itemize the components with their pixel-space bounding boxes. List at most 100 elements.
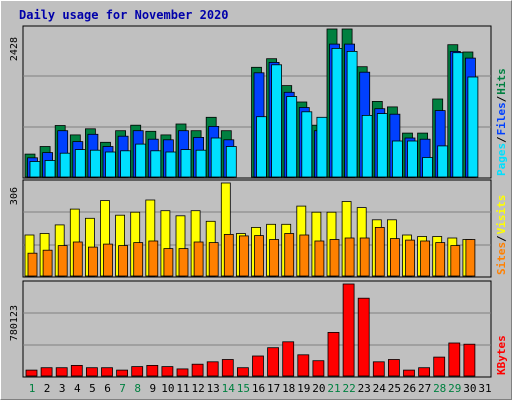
pages-bar-day-29 bbox=[452, 52, 464, 178]
sites-bar-day-1 bbox=[27, 252, 38, 277]
kbytes-bar-day-17 bbox=[267, 347, 280, 377]
pages-bar-day-17 bbox=[271, 64, 283, 178]
sites-bar-day-4 bbox=[72, 241, 83, 277]
sites-bar-day-24 bbox=[374, 226, 385, 277]
legend-separator: / bbox=[495, 136, 508, 143]
x-tick-day-12: 12 bbox=[191, 382, 204, 395]
pages-bar-day-13 bbox=[210, 137, 222, 178]
pages-bar-day-22 bbox=[346, 51, 358, 178]
pages-bar-day-10 bbox=[165, 151, 177, 178]
x-tick-day-17: 17 bbox=[267, 382, 280, 395]
sites-bar-day-30 bbox=[465, 239, 476, 277]
kbytes-bar-day-25 bbox=[387, 359, 400, 377]
sites-bar-day-17 bbox=[269, 239, 280, 277]
kbytes-bar-day-1 bbox=[25, 369, 38, 377]
sites-bar-day-5 bbox=[88, 246, 98, 277]
pages-bar-day-25 bbox=[391, 140, 403, 178]
legend-files: Files bbox=[495, 102, 508, 135]
pages-bar-day-8 bbox=[135, 143, 147, 178]
x-tick-day-18: 18 bbox=[282, 382, 295, 395]
kbytes-bar-day-9 bbox=[146, 364, 159, 377]
x-tick-day-31: 31 bbox=[478, 382, 491, 395]
x-tick-day-26: 26 bbox=[403, 382, 416, 395]
legend-separator: / bbox=[495, 235, 508, 242]
pages-bar-day-9 bbox=[150, 150, 162, 178]
pages-bar-day-3 bbox=[59, 152, 71, 178]
pages-bar-day-11 bbox=[180, 149, 192, 178]
x-tick-day-16: 16 bbox=[252, 382, 265, 395]
sites-bar-day-20 bbox=[314, 240, 325, 277]
kbytes-bar-day-24 bbox=[372, 361, 385, 377]
sites-bar-day-21 bbox=[329, 239, 340, 277]
x-tick-day-6: 6 bbox=[104, 382, 111, 395]
legend-pages: Pages bbox=[495, 143, 508, 176]
kbytes-bar-day-12 bbox=[191, 363, 204, 377]
legend-sites: Sites bbox=[495, 242, 508, 275]
kbytes-bar-day-20 bbox=[312, 360, 325, 377]
x-tick-day-5: 5 bbox=[89, 382, 96, 395]
kbytes-bar-day-3 bbox=[55, 367, 68, 377]
pages-bar-day-14 bbox=[225, 146, 237, 178]
sites-bar-day-12 bbox=[193, 241, 204, 277]
pages-bar-day-7 bbox=[120, 150, 131, 178]
sites-bar-day-3 bbox=[57, 245, 68, 277]
kbytes-bar-day-16 bbox=[252, 355, 264, 377]
kbytes-bar-day-8 bbox=[131, 366, 144, 377]
x-tick-day-29: 29 bbox=[448, 382, 461, 395]
legend-visits: Visits bbox=[495, 195, 508, 235]
pages-bar-day-6 bbox=[105, 151, 116, 178]
x-tick-day-23: 23 bbox=[358, 382, 371, 395]
x-tick-day-7: 7 bbox=[119, 382, 126, 395]
x-tick-day-11: 11 bbox=[176, 382, 189, 395]
x-tick-day-21: 21 bbox=[327, 382, 340, 395]
sites-bar-day-18 bbox=[284, 233, 295, 277]
sites-bar-day-29 bbox=[450, 245, 461, 277]
x-tick-day-19: 19 bbox=[297, 382, 310, 395]
kbytes-bar-day-23 bbox=[357, 297, 370, 377]
kbytes-bar-day-29 bbox=[448, 342, 461, 377]
pages-bar-day-30 bbox=[467, 76, 479, 178]
pages-bar-day-28 bbox=[437, 145, 449, 178]
kbytes-bar-day-19 bbox=[297, 354, 310, 377]
x-tick-day-1: 1 bbox=[29, 382, 36, 395]
kbytes-bar-day-14 bbox=[221, 359, 234, 377]
x-tick-day-20: 20 bbox=[312, 382, 325, 395]
pages-bar-day-5 bbox=[90, 149, 101, 178]
kbytes-bar-day-27 bbox=[418, 367, 431, 377]
kbytes-bar-day-7 bbox=[116, 369, 128, 377]
x-tick-day-2: 2 bbox=[44, 382, 51, 395]
sites-bar-day-13 bbox=[208, 242, 219, 277]
pages-bar-day-16 bbox=[256, 116, 267, 178]
ymax-label-3: 780123 bbox=[9, 305, 20, 341]
pages-bar-day-1 bbox=[29, 161, 41, 178]
pages-bar-day-24 bbox=[376, 113, 388, 178]
kbytes-bar-day-5 bbox=[86, 367, 98, 377]
pages-bar-day-18 bbox=[286, 96, 298, 178]
kbytes-bar-day-2 bbox=[40, 367, 53, 377]
kbytes-bar-day-21 bbox=[327, 331, 340, 377]
x-tick-day-25: 25 bbox=[388, 382, 401, 395]
x-tick-day-27: 27 bbox=[418, 382, 431, 395]
pages-bar-day-20 bbox=[316, 116, 328, 178]
sites-bar-day-7 bbox=[118, 245, 128, 277]
kbytes-bar-day-10 bbox=[161, 366, 174, 377]
sites-bar-day-22 bbox=[344, 237, 355, 277]
pages-bar-day-12 bbox=[195, 149, 207, 178]
sites-bar-day-15 bbox=[238, 235, 249, 277]
x-tick-day-22: 22 bbox=[342, 382, 355, 395]
chart-title: Daily usage for November 2020 bbox=[19, 8, 229, 22]
sites-bar-day-25 bbox=[389, 238, 400, 277]
x-tick-day-13: 13 bbox=[207, 382, 220, 395]
sites-bar-day-9 bbox=[148, 240, 159, 277]
sites-bar-day-19 bbox=[299, 234, 310, 277]
pages-bar-day-26 bbox=[407, 140, 418, 178]
sites-bar-day-6 bbox=[103, 243, 113, 277]
x-tick-day-30: 30 bbox=[463, 382, 476, 395]
kbytes-bar-day-26 bbox=[403, 369, 415, 377]
pages-bar-day-2 bbox=[44, 160, 56, 178]
sites-bar-day-10 bbox=[163, 248, 174, 277]
kbytes-bar-day-15 bbox=[236, 367, 249, 377]
kbytes-bar-day-13 bbox=[206, 361, 219, 377]
x-tick-day-4: 4 bbox=[74, 382, 81, 395]
x-tick-day-10: 10 bbox=[161, 382, 174, 395]
